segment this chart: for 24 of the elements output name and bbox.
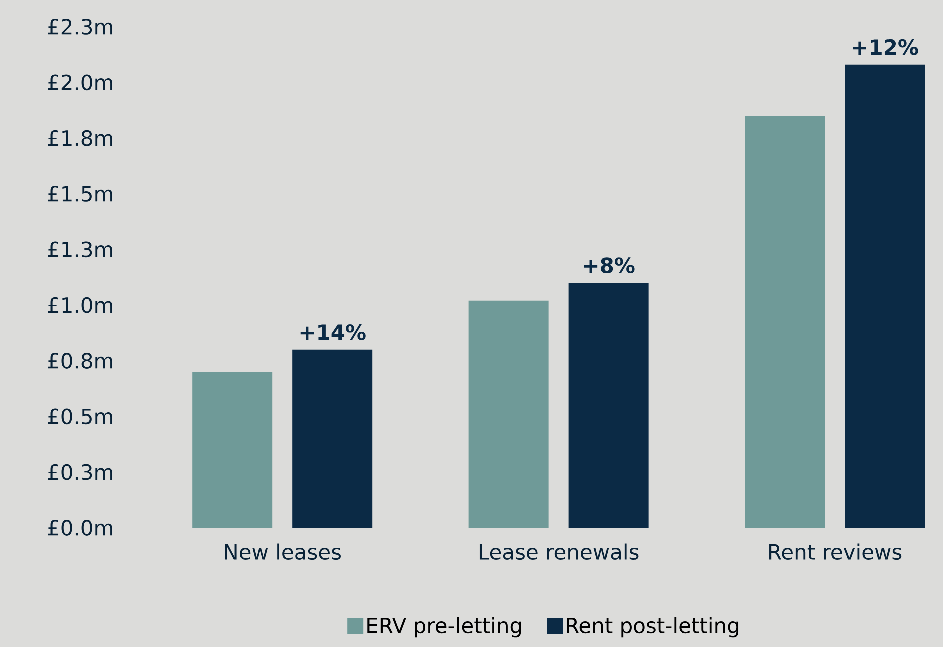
- bar: [845, 64, 926, 528]
- bar: [468, 300, 549, 528]
- bar: [568, 283, 649, 528]
- y-tick-label: £1.3m: [48, 242, 112, 258]
- y-tick-label: £2.0m: [48, 74, 112, 91]
- x-tick-label: Lease renewals: [480, 544, 639, 560]
- x-tick-label: Rent reviews: [770, 544, 902, 560]
- bar: [745, 116, 826, 528]
- y-tick-label: £0.8m: [48, 353, 112, 369]
- x-tick-label: New leases: [225, 544, 341, 560]
- bar: [292, 350, 373, 528]
- y-tick-label: £0.5m: [48, 408, 112, 425]
- annotation: +8%: [584, 258, 635, 274]
- y-tick-label: £2.3m: [48, 19, 112, 35]
- y-tick-label: £0.3m: [48, 464, 112, 480]
- legend-label: ERV pre-letting: [368, 617, 522, 638]
- bar: [192, 372, 273, 528]
- y-tick-label: £1.0m: [48, 297, 112, 314]
- annotation: +14%: [300, 324, 366, 340]
- y-tick-label: £1.8m: [48, 130, 112, 146]
- y-tick-label: £0.0m: [48, 520, 112, 536]
- annotation: +12%: [853, 39, 918, 56]
- legend-label: Rent post-letting: [567, 617, 739, 638]
- y-tick-label: £1.5m: [48, 186, 112, 202]
